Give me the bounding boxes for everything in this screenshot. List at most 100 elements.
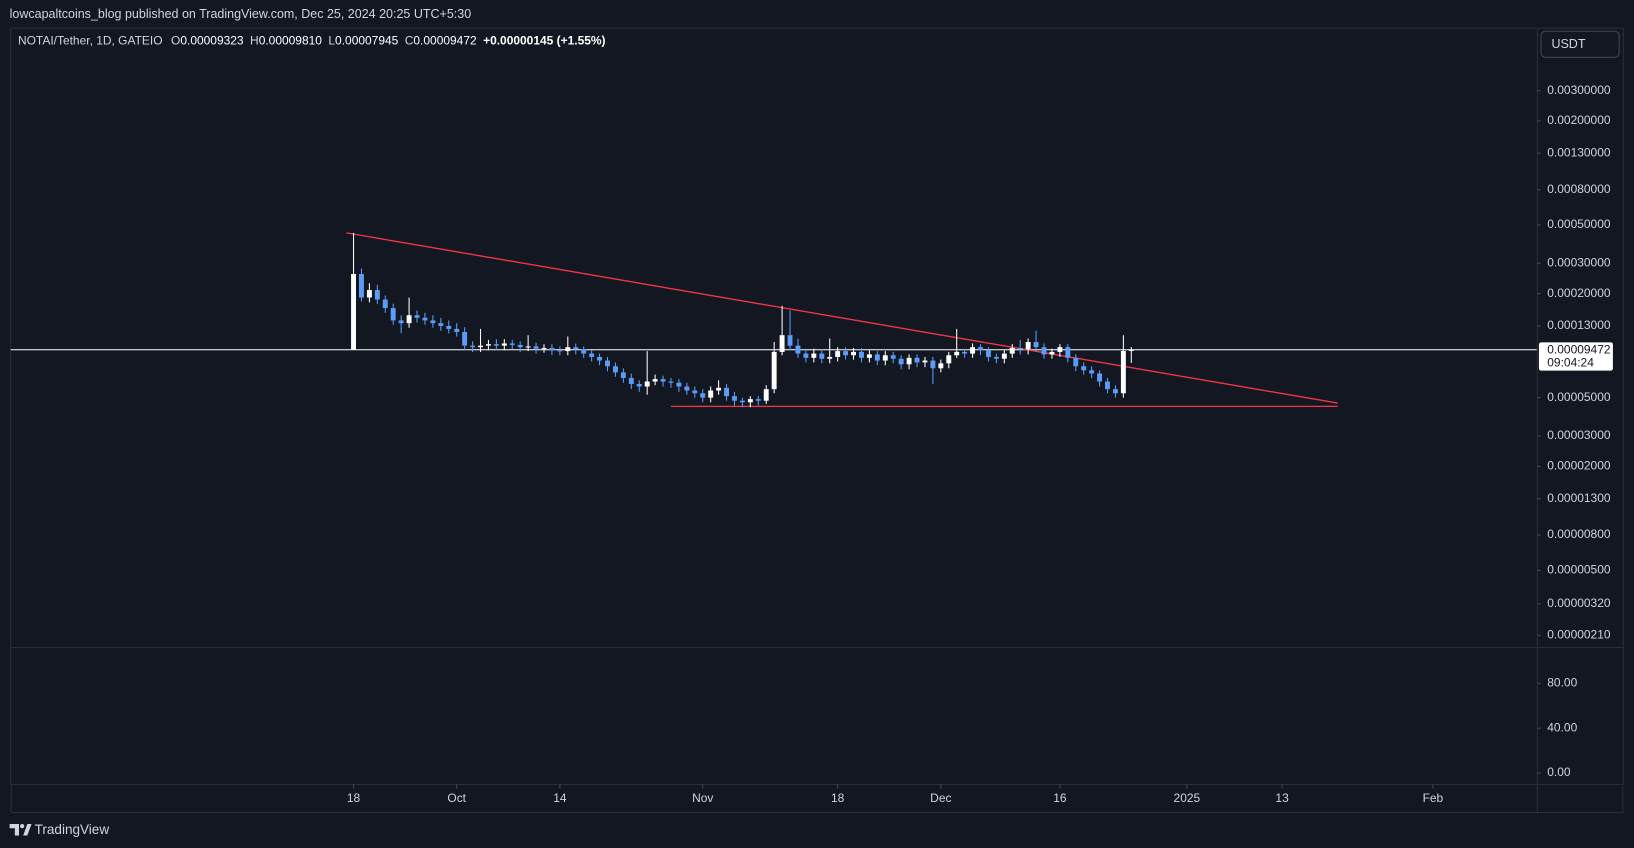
open-value: 0.00009323	[180, 34, 244, 48]
candle-body	[684, 386, 690, 391]
candle-body	[589, 353, 595, 357]
y-tick-label: 0.00020000	[1547, 286, 1611, 300]
candle-body	[446, 325, 452, 329]
candle-body	[851, 351, 856, 356]
candle-body	[708, 390, 714, 398]
candle-body	[692, 390, 698, 394]
x-tick-label: Dec	[930, 791, 951, 805]
candle-body	[605, 360, 610, 367]
candle-body	[1001, 353, 1007, 359]
candle-body	[549, 347, 555, 351]
candle-body	[414, 315, 420, 318]
candle-body	[470, 345, 476, 348]
candle-body	[652, 379, 658, 382]
candle-body	[374, 290, 380, 300]
y-tick-label: 0.00050000	[1547, 217, 1611, 231]
y-tick-label: 0.00000500	[1547, 562, 1611, 576]
candle-body	[859, 351, 864, 358]
low-label: L	[328, 34, 335, 48]
x-tick-label: Oct	[447, 791, 466, 805]
candle-body	[898, 358, 904, 365]
candle-body	[874, 354, 880, 361]
y-tick-label: 0.00002000	[1547, 459, 1611, 473]
y-tick-label: 0.00200000	[1547, 113, 1611, 127]
candle-body	[422, 317, 428, 321]
candle-body	[359, 274, 364, 298]
currency-label[interactable]: USDT	[1551, 37, 1585, 51]
candle-body	[382, 299, 388, 309]
x-tick-label: 14	[553, 791, 567, 805]
y-tick-label: 0.00030000	[1547, 255, 1611, 269]
symbol-legend: NOTAI/Tether, 1D, GATEIO O0.00009323 H0.…	[18, 34, 606, 48]
y-tick-label: 0.00000320	[1547, 596, 1611, 610]
low-value: 0.00007945	[335, 34, 399, 48]
candle-body	[795, 345, 801, 354]
candle-body	[1017, 347, 1023, 350]
candle-body	[454, 328, 460, 332]
candle-body	[438, 323, 444, 326]
y-tick-label: 0.00130000	[1547, 145, 1611, 159]
tradingview-logo	[9, 824, 32, 836]
candle-body	[1081, 366, 1087, 371]
x-tick-label: 18	[347, 791, 361, 805]
candle-body	[914, 357, 920, 363]
currency-button[interactable]	[1540, 30, 1620, 58]
candle-body	[922, 360, 928, 363]
x-tick-label: 13	[1275, 791, 1289, 805]
y-tick-label: 0.00005000	[1547, 390, 1611, 404]
candle-body	[827, 356, 833, 359]
candle-body	[779, 335, 785, 352]
candle-body	[1049, 351, 1055, 355]
candle-body	[732, 396, 737, 401]
candle-body	[724, 387, 730, 397]
candle-body	[962, 351, 968, 354]
candle-body	[890, 355, 896, 359]
y-tick-label: 0.00003000	[1547, 428, 1611, 442]
candle-body	[620, 372, 626, 378]
candle-body	[676, 382, 682, 387]
candle-body	[1057, 347, 1063, 352]
high-value: 0.00009810	[259, 34, 323, 48]
x-tick-label: 16	[1053, 791, 1067, 805]
last-price-box	[1538, 342, 1613, 371]
candle-body	[351, 274, 356, 350]
x-tick-label: Nov	[692, 791, 713, 805]
candle-body	[668, 381, 674, 383]
candle-body	[509, 343, 515, 345]
trendline	[346, 232, 1338, 404]
candle-body	[835, 351, 841, 357]
candle-body	[1041, 347, 1047, 355]
candle-body	[993, 356, 999, 359]
candle-body	[1097, 373, 1103, 382]
candle-body	[954, 351, 960, 356]
candle-body	[660, 379, 666, 382]
symbol: NOTAI/Tether, 1D, GATEIO	[18, 34, 163, 48]
candle-body	[430, 320, 436, 324]
y-tick-label: 0.00001300	[1547, 491, 1611, 505]
candle-body	[573, 347, 579, 350]
x-tick-label: 2025	[1174, 791, 1201, 805]
candle-body	[493, 344, 499, 346]
candle-body	[1105, 381, 1110, 390]
candle-body	[938, 363, 944, 369]
candle-body	[739, 400, 745, 403]
candle-body	[478, 345, 483, 348]
logo-dot	[20, 824, 25, 829]
candle-body	[565, 347, 571, 352]
candle-body	[970, 347, 976, 354]
candle-body	[787, 335, 793, 346]
candle-body	[612, 366, 618, 373]
candle-body	[581, 349, 587, 354]
candle-body	[978, 347, 983, 351]
y-tick-label: 0.00000210	[1547, 628, 1611, 642]
candle-body	[541, 347, 547, 349]
candle-body	[1033, 342, 1039, 348]
logo-mark	[9, 824, 20, 836]
candle-body	[1112, 389, 1118, 394]
candle-body	[398, 320, 404, 324]
candle-body	[462, 331, 468, 346]
candle-body	[1073, 357, 1079, 367]
candle-body	[1120, 350, 1126, 394]
